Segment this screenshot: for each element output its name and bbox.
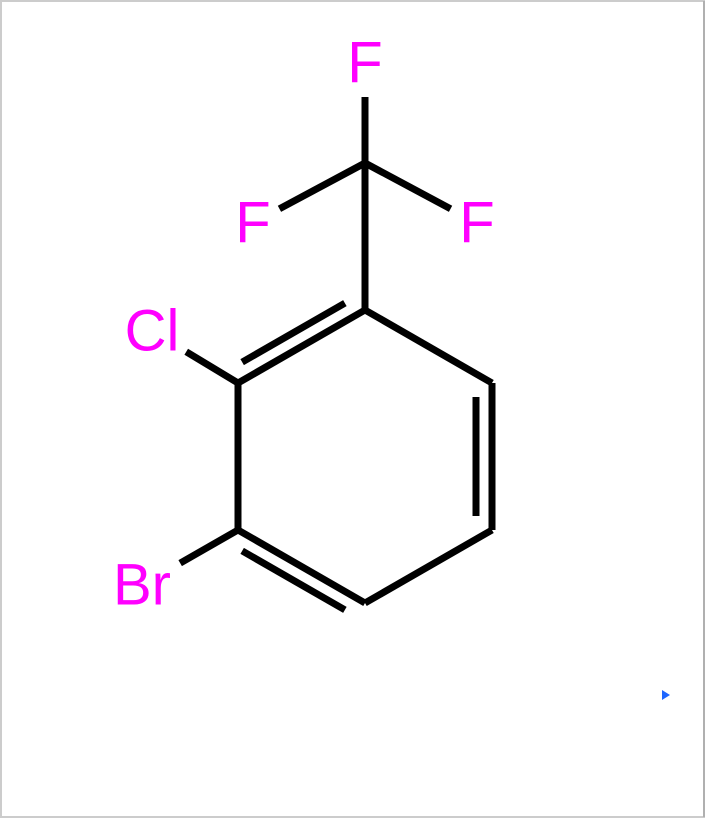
fluorine-label-left: F [235,190,270,257]
chlorine-label: Cl [125,298,180,365]
bond-layer [0,0,715,818]
bromine-label: Br [113,552,171,619]
molecule-canvas: F F F Cl Br [0,0,715,818]
fluorine-label-right: F [459,190,494,257]
fluorine-label-top: F [347,30,382,97]
play-marker-icon [662,690,670,700]
